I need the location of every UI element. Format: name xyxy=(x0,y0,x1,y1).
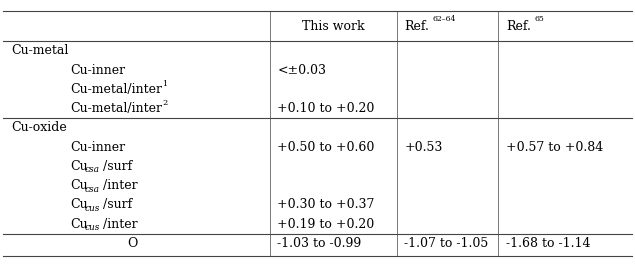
Text: +0.19 to +0.20: +0.19 to +0.20 xyxy=(277,218,375,230)
Text: +0.57 to +0.84: +0.57 to +0.84 xyxy=(506,141,603,154)
Text: O: O xyxy=(127,237,137,250)
Text: -1.68 to -1.14: -1.68 to -1.14 xyxy=(506,237,591,250)
Text: 2: 2 xyxy=(162,99,167,107)
Text: +0.50 to +0.60: +0.50 to +0.60 xyxy=(277,141,375,154)
Text: Cu: Cu xyxy=(70,198,88,211)
Text: csa: csa xyxy=(85,165,100,174)
Text: Cu-inner: Cu-inner xyxy=(70,64,125,77)
Text: -1.07 to -1.05: -1.07 to -1.05 xyxy=(404,237,489,250)
Text: Cu-metal: Cu-metal xyxy=(11,45,68,57)
Text: -1.03 to -0.99: -1.03 to -0.99 xyxy=(277,237,362,250)
Text: 62–64: 62–64 xyxy=(432,15,456,22)
Text: +0.30 to +0.37: +0.30 to +0.37 xyxy=(277,198,375,211)
Text: /surf: /surf xyxy=(103,160,133,173)
Text: 65: 65 xyxy=(534,15,544,22)
Text: Cu-metal/inter: Cu-metal/inter xyxy=(70,102,162,115)
Text: cus: cus xyxy=(85,223,100,232)
Text: Ref.: Ref. xyxy=(404,19,429,33)
Text: This work: This work xyxy=(302,19,364,33)
Text: +0.10 to +0.20: +0.10 to +0.20 xyxy=(277,102,375,115)
Text: Ref.: Ref. xyxy=(506,19,531,33)
Text: Cu: Cu xyxy=(70,179,88,192)
Text: <±0.03: <±0.03 xyxy=(277,64,326,77)
Text: csa: csa xyxy=(85,184,100,194)
Text: Cu-inner: Cu-inner xyxy=(70,141,125,154)
Text: /inter: /inter xyxy=(103,179,138,192)
Text: Cu: Cu xyxy=(70,218,88,230)
Text: Cu-oxide: Cu-oxide xyxy=(11,121,67,134)
Text: /inter: /inter xyxy=(103,218,138,230)
Text: Cu-metal/inter: Cu-metal/inter xyxy=(70,83,162,96)
Text: +0.53: +0.53 xyxy=(404,141,443,154)
Text: cus: cus xyxy=(85,204,100,213)
Text: Cu: Cu xyxy=(70,160,88,173)
Text: 1: 1 xyxy=(162,80,167,88)
Text: /surf: /surf xyxy=(103,198,133,211)
